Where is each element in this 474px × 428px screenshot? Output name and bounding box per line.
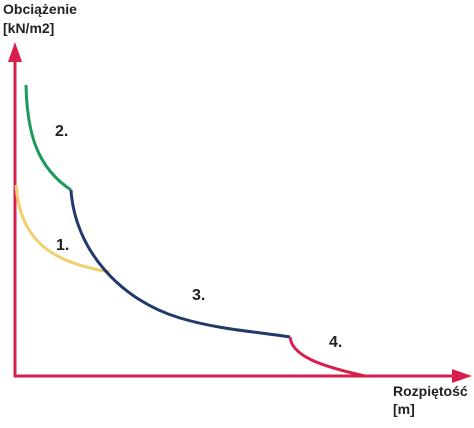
y-axis-label: Obciążenie	[3, 1, 77, 17]
curve-2	[24, 84, 72, 192]
x-axis-label: Rozpiętość	[393, 383, 468, 399]
curve-label: 2.	[55, 123, 68, 140]
y-axis-unit: [kN/m2]	[3, 20, 54, 36]
curve-3	[69, 189, 291, 339]
y-arrow	[8, 42, 22, 62]
curve-1	[14, 184, 111, 274]
curve-4	[288, 336, 366, 378]
x-arrow	[452, 369, 472, 383]
curve-label: 1.	[56, 237, 69, 254]
curve-label: 3.	[192, 287, 205, 304]
curve-label: 4.	[329, 334, 342, 351]
x-axis-unit: [m]	[393, 401, 415, 417]
